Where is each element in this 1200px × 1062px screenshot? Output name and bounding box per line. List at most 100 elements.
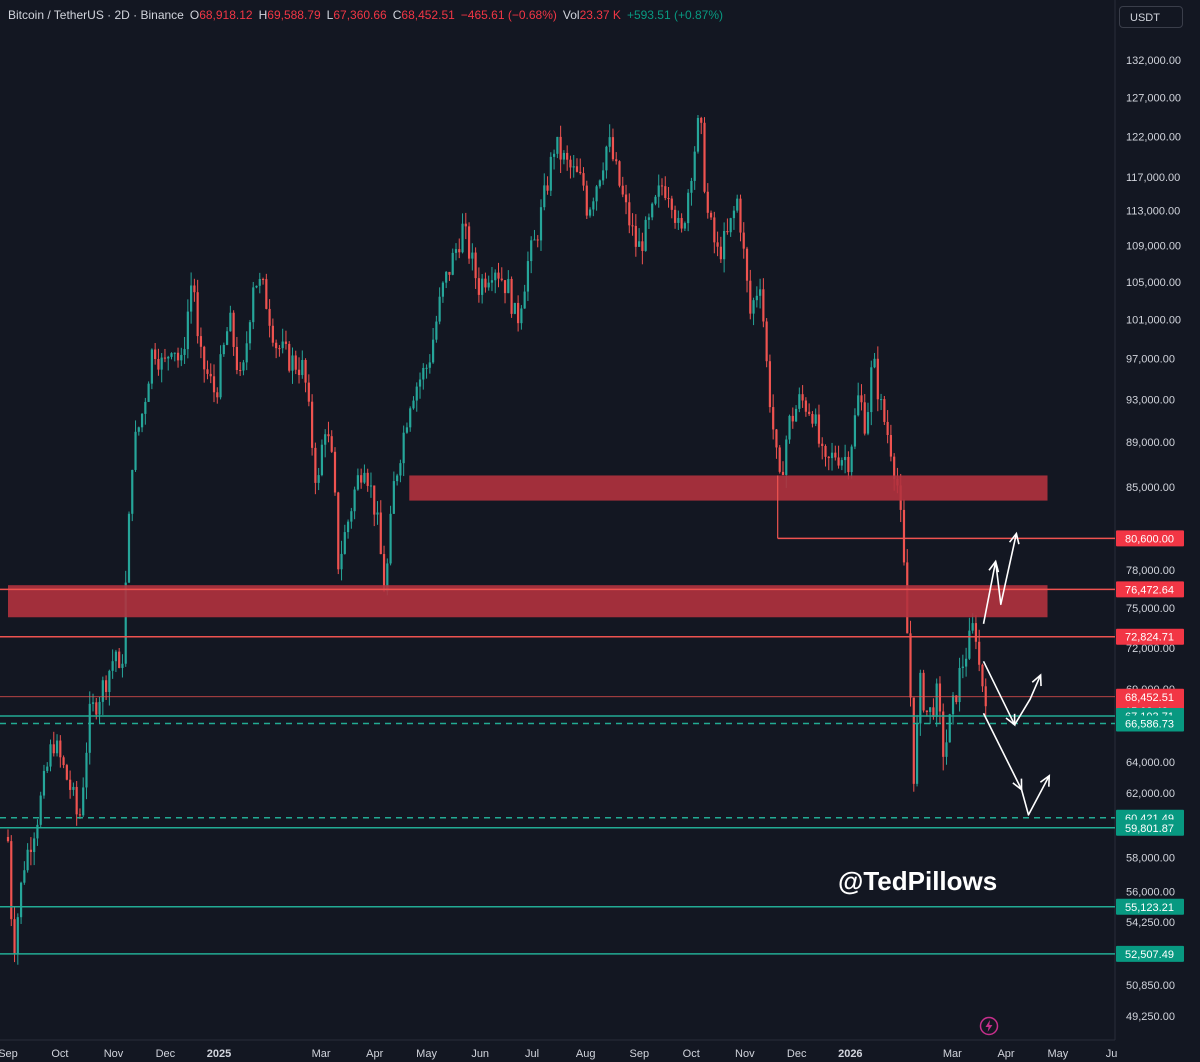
candle-235 <box>775 428 778 459</box>
candle-43 <box>147 381 150 402</box>
candle-31 <box>108 669 111 706</box>
candle-261 <box>860 384 863 411</box>
candle-209 <box>690 177 693 206</box>
y-tick-label: 93,000.00 <box>1126 395 1175 407</box>
candle-6 <box>26 843 29 873</box>
candle-286 <box>942 703 945 771</box>
y-tick-label: 113,000.00 <box>1126 206 1180 218</box>
candle-211 <box>696 115 700 154</box>
x-tick-label: Nov <box>104 1048 124 1060</box>
candle-105 <box>350 507 353 529</box>
x-tick-label: Dec <box>156 1048 176 1060</box>
candle-48 <box>163 348 167 363</box>
candle-123 <box>409 406 412 432</box>
candle-267 <box>879 393 883 411</box>
watermark-handle: @TedPillows <box>838 866 997 896</box>
candle-11 <box>42 764 46 799</box>
candle-265 <box>873 352 876 369</box>
candle-234 <box>772 394 775 440</box>
candle-259 <box>853 408 857 450</box>
candle-40 <box>137 426 140 436</box>
candle-4 <box>19 881 23 924</box>
candle-242 <box>798 387 801 413</box>
candle-102 <box>340 540 343 581</box>
candle-183 <box>605 145 608 179</box>
candle-70 <box>235 336 238 375</box>
candle-119 <box>396 473 399 486</box>
candle-277 <box>912 697 915 792</box>
candle-260 <box>857 382 860 417</box>
candle-121 <box>402 425 405 477</box>
candle-215 <box>709 210 713 220</box>
x-tick-label: Mar <box>943 1048 962 1060</box>
candle-165 <box>546 176 549 195</box>
candle-17 <box>62 755 65 769</box>
candle-173 <box>572 154 575 178</box>
candle-39 <box>134 420 137 472</box>
candle-91 <box>304 358 307 393</box>
candle-1 <box>10 835 13 927</box>
candle-114 <box>379 500 382 555</box>
candle-79 <box>265 273 268 310</box>
candle-222 <box>732 206 736 230</box>
high-value: 69,588.79 <box>267 8 321 22</box>
currency-button[interactable]: USDT <box>1119 6 1183 28</box>
candle-169 <box>559 125 562 174</box>
level-label-0: 80,600.00 <box>1125 533 1174 545</box>
volume-change: +593.51 (+0.87%) <box>626 8 724 22</box>
candle-24 <box>85 742 88 800</box>
lightning-icon[interactable] <box>979 1016 999 1036</box>
candle-228 <box>752 297 755 326</box>
candle-81 <box>271 318 274 347</box>
candle-166 <box>549 152 552 196</box>
level-label-bg-1 <box>1116 581 1184 598</box>
x-tick-label: 2026 <box>838 1048 862 1060</box>
candle-278 <box>915 714 919 787</box>
candle-33 <box>114 649 118 673</box>
candle-203 <box>670 195 673 219</box>
candle-195 <box>644 216 647 252</box>
candle-221 <box>729 217 732 237</box>
candle-171 <box>566 145 569 171</box>
candle-172 <box>569 155 572 179</box>
candle-193 <box>638 228 641 247</box>
y-tick-label: 75,000.00 <box>1126 603 1175 615</box>
x-tick-label: Dec <box>787 1048 807 1060</box>
candle-3 <box>16 913 19 965</box>
candle-249 <box>821 437 824 460</box>
candle-187 <box>618 160 621 188</box>
candle-15 <box>55 734 59 757</box>
candle-134 <box>445 271 448 289</box>
x-tick-label: Sep <box>0 1048 18 1060</box>
candle-20 <box>72 782 75 796</box>
candle-137 <box>454 243 458 261</box>
candle-176 <box>582 167 585 191</box>
x-tick-label: Sep <box>630 1048 650 1060</box>
candle-131 <box>435 315 438 343</box>
candle-153 <box>507 270 510 294</box>
candle-68 <box>229 305 232 332</box>
candle-266 <box>876 346 879 412</box>
price-scale-handle[interactable] <box>1115 0 1200 1062</box>
candle-220 <box>726 218 729 235</box>
candle-239 <box>788 414 791 444</box>
candle-14 <box>52 731 55 757</box>
candle-56 <box>190 272 193 324</box>
high-label: H <box>258 8 268 22</box>
candle-194 <box>641 232 644 265</box>
candle-59 <box>199 327 203 359</box>
candle-75 <box>252 281 255 330</box>
symbol-title[interactable]: Bitcoin / TetherUS · 2D · Binance <box>8 8 184 22</box>
candle-69 <box>232 310 235 356</box>
candle-216 <box>713 211 716 254</box>
candle-217 <box>716 231 719 257</box>
candle-139 <box>461 213 464 254</box>
candle-155 <box>513 302 516 315</box>
candle-38 <box>131 469 134 522</box>
candle-164 <box>543 173 546 211</box>
candle-7 <box>29 837 32 866</box>
candle-72 <box>242 359 245 376</box>
candle-197 <box>651 202 654 221</box>
candle-214 <box>706 183 709 219</box>
